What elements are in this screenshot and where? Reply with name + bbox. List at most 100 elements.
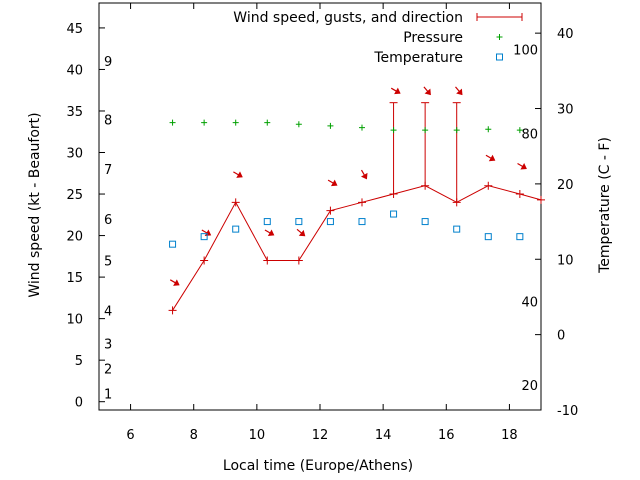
arrow-head [394,87,401,95]
temperature-point [169,240,177,248]
wind-point [200,256,209,265]
wind-point [515,190,524,199]
temperature-point [326,218,334,226]
wind-point [294,256,303,265]
wind-point [168,306,177,315]
temperature-point [484,233,492,241]
legend-label-temperature: Temperature [373,50,463,66]
temperature-point [200,233,208,241]
y-tick-label: 0 [75,396,83,411]
wind-direction-arrow [201,229,212,236]
fahrenheit-label: 100 [513,44,538,59]
temperature-point [390,210,398,218]
x-tick-label: 12 [312,428,329,443]
temperature-point [295,218,303,226]
legend-sample-temperature [496,53,503,61]
pressure-point [264,119,271,126]
wind-direction-arrow [360,169,368,180]
beaufort-label: 6 [104,213,112,228]
legend-label-wind: Wind speed, gusts, and direction [233,10,463,26]
beaufort-label: 4 [104,304,112,319]
temperature-point [358,218,366,226]
arrow-head [488,154,496,162]
y-axis-left: 0 5 10 15 20 25 30 35 40 45 [66,22,105,411]
arrow-head [236,171,243,178]
pressure-point [232,119,239,126]
y-tick-label: 35 [66,105,83,120]
x-axis: 6 8 10 12 14 16 18 [126,3,518,443]
arrow-head [298,229,306,237]
y-tick-label: 40 [66,63,83,78]
wind-point [326,206,335,215]
beaufort-label: 3 [104,338,112,353]
wind-point [357,198,366,207]
temperature-point [232,225,240,233]
wind-direction-arrow [327,179,338,187]
x-tick-label: 6 [126,428,134,443]
pressure-point [327,122,334,129]
pressure-point [485,126,492,133]
wind-direction-arrow [233,171,243,178]
beaufort-label: 7 [104,163,112,178]
x-axis-title: Local time (Europe/Athens) [223,458,413,474]
arrow-head [456,88,463,96]
pressure-point [516,127,523,134]
x-tick-label: 14 [375,428,392,443]
wind-point [537,195,545,204]
y-tick-label: 10 [66,313,83,328]
x-tick-label: 8 [190,428,198,443]
temperature-point [421,218,429,226]
pressure-point [390,127,397,134]
wind-point [484,181,493,190]
arrow-head [267,229,275,236]
x-tick-label: 18 [501,428,518,443]
y2-tick-label: 40 [557,27,574,42]
x-tick-label: 10 [249,428,266,443]
beaufort-scale: 1 2 3 4 5 6 7 8 9 [104,55,112,402]
y-tick-label: 45 [66,22,83,37]
fahrenheit-label: 20 [521,379,538,394]
wind-direction-arrow [264,229,275,236]
plot-frame [98,2,542,411]
y2-tick-label: 30 [557,103,574,118]
wind-direction-arrow [517,163,527,170]
pressure-point [422,127,429,134]
fahrenheit-label: 40 [521,295,538,310]
y2-tick-label: -10 [557,404,578,419]
beaufort-label: 8 [104,113,112,128]
wind-speed-line [172,185,542,311]
y-axis-title: Wind speed (kt - Beaufort) [27,112,43,297]
wind-direction-arrow [423,86,431,96]
y2-tick-label: 0 [557,329,565,344]
wind-point [263,256,272,265]
beaufort-label: 2 [104,362,112,377]
plot-border [98,2,542,411]
pressure-point [201,119,208,126]
pressure-point [358,124,365,131]
legend-sample-pressure [496,34,503,40]
x-tick-label: 16 [438,428,455,443]
arrow-head [173,279,180,286]
y-tick-label: 5 [75,354,83,369]
wind-direction-arrow [390,87,401,95]
temperature-point [516,233,524,241]
fahrenheit-label: 80 [521,127,538,142]
wind-direction-arrow [169,279,180,286]
arrow-head [360,172,368,180]
beaufort-label: 9 [104,55,112,70]
arrow-head [330,179,338,187]
wind-direction-arrow [455,86,463,96]
wind-point [231,198,240,207]
temperature-point [453,225,461,233]
arrow-head [424,88,431,96]
y-axis-right: -10 0 10 20 30 40 [535,27,578,419]
beaufort-label: 5 [104,254,112,269]
y2-tick-label: 20 [557,178,574,193]
y-tick-label: 15 [66,271,83,286]
arrow-head [520,163,527,170]
y-tick-label: 25 [66,188,83,203]
pressure-point [295,121,302,128]
y-tick-label: 30 [66,147,83,162]
legend: Wind speed, gusts, and direction Pressur… [233,10,523,66]
